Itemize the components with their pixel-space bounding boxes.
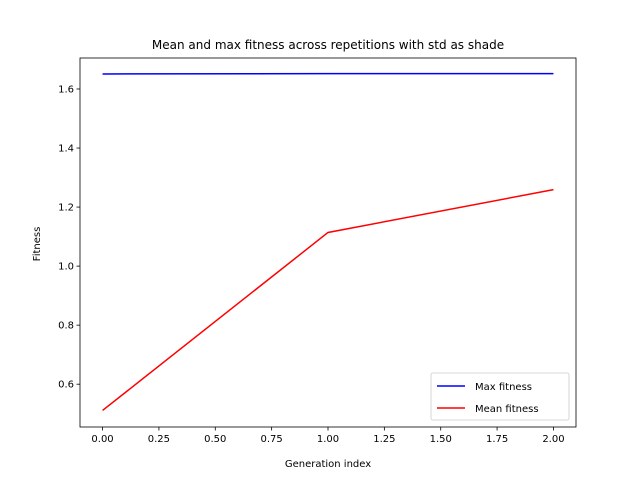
x-tick-label: 1.50 <box>430 434 452 445</box>
axes-frame <box>79 57 577 428</box>
x-axis-label: Generation index <box>285 459 371 470</box>
legend-box <box>430 372 570 421</box>
y-tick-label: 0.8 <box>58 321 74 332</box>
x-tick-label: 1.75 <box>486 434 508 445</box>
legend-label: Mean fitness <box>475 404 539 415</box>
series-line-mean-fitness <box>102 188 554 412</box>
x-tick-label: 1.25 <box>373 434 395 445</box>
x-tick-label: 2.00 <box>542 434 564 445</box>
y-axis-label: Fitness <box>32 227 43 262</box>
x-tick-label: 0.75 <box>261 434 283 445</box>
legend: Max fitness Mean fitness <box>430 372 570 421</box>
x-tick-label: 0.50 <box>204 434 226 445</box>
chart-title: Mean and max fitness across repetitions … <box>152 38 504 52</box>
y-tick-label: 1.2 <box>58 203 74 214</box>
y-tick-label: 0.6 <box>58 380 74 391</box>
y-tick-label: 1.6 <box>58 84 74 95</box>
y-tick-label: 1.0 <box>58 262 74 273</box>
x-tick-label: 1.00 <box>317 434 339 445</box>
x-tick-label: 0.00 <box>91 434 113 445</box>
legend-label: Max fitness <box>475 382 532 393</box>
x-tick-label: 0.25 <box>148 434 170 445</box>
plot-area: 0.00 0.25 0.50 0.75 1.00 1.25 1.50 1.75 2.00 0.6 0… <box>58 57 577 445</box>
y-tick-label: 1.4 <box>58 144 74 155</box>
